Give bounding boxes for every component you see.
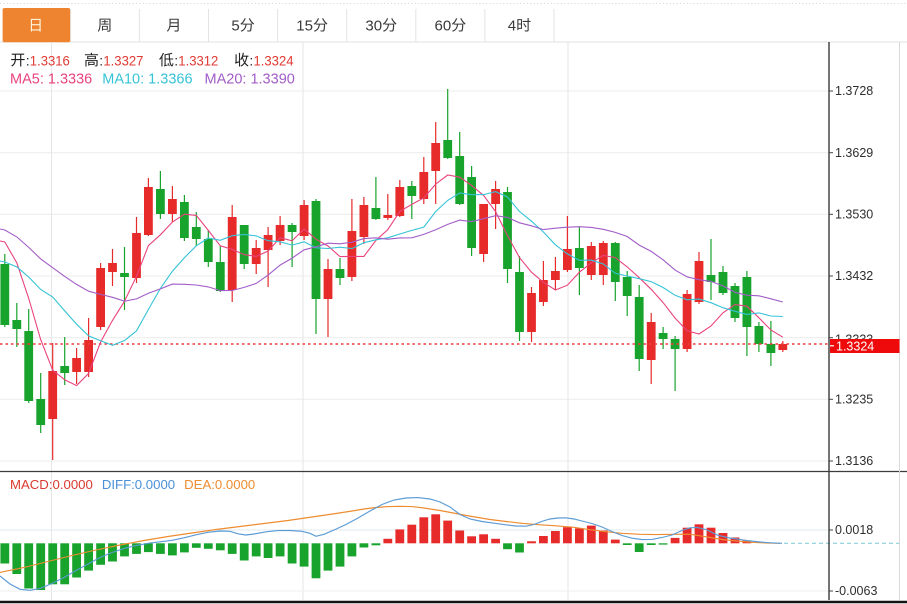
svg-text:30: 30 [365,18,382,35]
svg-text:1.3324: 1.3324 [836,340,874,354]
svg-text:1.3327: 1.3327 [103,52,143,68]
svg-text:0.0018: 0.0018 [835,523,873,537]
svg-text:5: 5 [231,18,239,35]
svg-text:4: 4 [508,18,516,35]
svg-text::: : [99,52,103,68]
svg-text:60: 60 [435,18,452,35]
svg-text:1.3136: 1.3136 [835,454,873,468]
svg-text:-0.0063: -0.0063 [835,584,877,598]
svg-text:1.3312: 1.3312 [178,52,218,68]
svg-text::: : [249,52,253,68]
svg-text:1.3629: 1.3629 [835,146,873,160]
svg-text:1.3324: 1.3324 [254,52,294,68]
svg-text:1.3235: 1.3235 [835,393,873,407]
svg-text::: : [26,52,30,68]
svg-text::: : [174,52,178,68]
svg-text:1.3530: 1.3530 [835,208,873,222]
svg-text:1.3432: 1.3432 [835,269,873,283]
svg-text:1.3728: 1.3728 [835,84,873,98]
svg-text:1.3316: 1.3316 [30,52,70,68]
svg-text:15: 15 [296,18,313,35]
